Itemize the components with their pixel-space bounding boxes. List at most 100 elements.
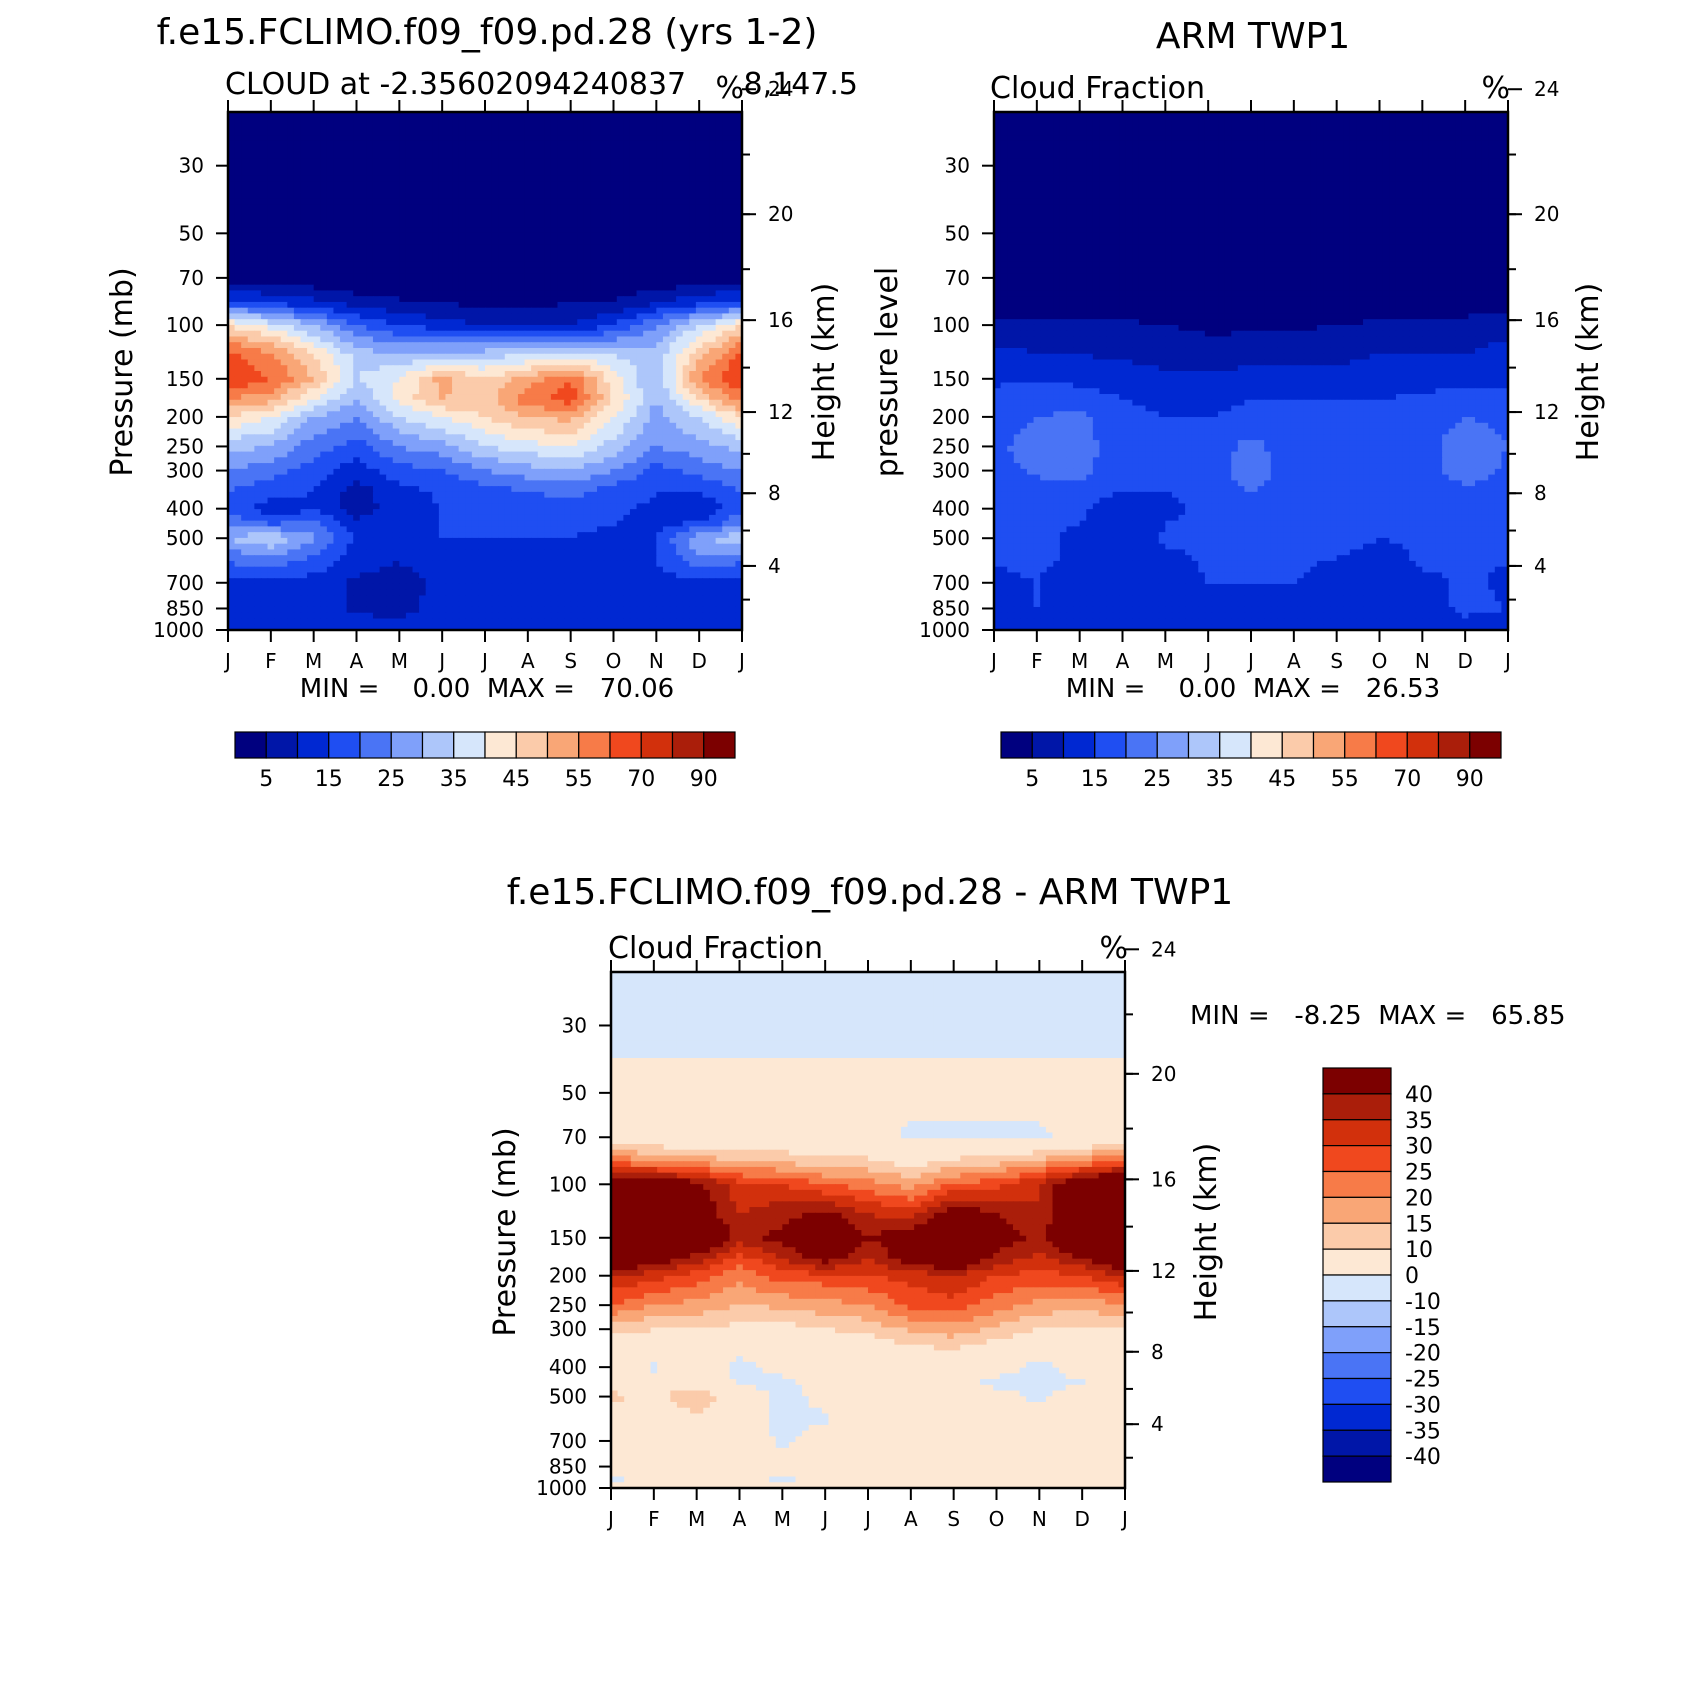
contour-cell	[537, 434, 545, 441]
contour-cell	[458, 112, 466, 119]
contour-cell	[689, 273, 697, 280]
contour-cell	[649, 319, 657, 326]
contour-cell	[425, 434, 433, 441]
contour-cell	[623, 440, 631, 447]
contour-cell	[570, 347, 578, 355]
contour-cell	[603, 123, 611, 130]
contour-cell	[438, 290, 447, 297]
contour-cell	[709, 267, 717, 274]
contour-cell	[346, 382, 354, 389]
contour-cell	[511, 123, 519, 130]
contour-cell	[372, 186, 381, 194]
contour-cell	[669, 112, 677, 119]
contour-cell	[280, 313, 288, 320]
contour-cell	[550, 112, 559, 119]
contour-cell	[247, 359, 255, 366]
contour-cell	[702, 347, 710, 355]
contour-cell	[366, 267, 374, 274]
contour-cell	[557, 140, 565, 148]
contour-cell	[379, 221, 387, 228]
contour-cell	[689, 129, 697, 136]
contour-cell	[669, 394, 677, 401]
contour-cell	[254, 457, 262, 464]
contour-cell	[228, 152, 236, 159]
contour-cell	[491, 319, 499, 326]
contour-cell	[676, 359, 684, 366]
contour-cell	[517, 209, 526, 217]
contour-cell	[643, 152, 651, 159]
contour-cell	[695, 365, 704, 372]
contour-cell	[531, 428, 539, 435]
contour-cell	[577, 324, 585, 332]
contour-cell	[241, 244, 249, 251]
contour-cell	[386, 405, 394, 412]
contour-cell	[254, 255, 262, 263]
contour-cell	[478, 388, 486, 395]
contour-cell	[616, 371, 624, 378]
contour-cell	[353, 158, 361, 165]
contour-cell	[550, 198, 559, 205]
contour-cell	[682, 232, 690, 240]
contour-cell	[537, 319, 545, 326]
contour-cell	[669, 255, 677, 263]
contour-cell	[590, 330, 598, 338]
contour-cell	[234, 192, 242, 199]
contour-cell	[682, 112, 690, 119]
contour-cell	[340, 347, 348, 355]
contour-cell	[564, 250, 572, 257]
contour-cell	[504, 342, 512, 349]
contour-cell	[656, 175, 664, 182]
contour-cell	[550, 405, 559, 412]
contour-cell	[498, 181, 506, 188]
contour-cell	[524, 319, 532, 326]
contour-cell	[564, 163, 572, 171]
contour-cell	[267, 457, 275, 464]
contour-cell	[524, 336, 532, 343]
contour-cell	[372, 117, 381, 125]
contour-cell	[247, 146, 255, 153]
contour-cell	[379, 411, 387, 418]
contour-cell	[399, 324, 407, 332]
contour-cell	[432, 146, 440, 153]
contour-cell	[471, 284, 480, 292]
contour-cell	[590, 181, 598, 188]
contour-cell	[656, 417, 664, 424]
contour-cell	[722, 181, 730, 188]
contour-cell	[682, 181, 690, 188]
contour-cell	[386, 215, 394, 222]
contour-cell	[662, 388, 671, 395]
contour-cell	[485, 468, 493, 476]
contour-cell	[682, 163, 690, 171]
contour-cell	[326, 376, 335, 384]
contour-cell	[405, 129, 414, 136]
contour-cell	[293, 267, 302, 274]
contour-cell	[432, 181, 440, 188]
contour-cell	[353, 186, 361, 194]
contour-cell	[293, 422, 302, 430]
contour-cell	[715, 244, 723, 251]
contour-cell	[550, 117, 559, 125]
contour-cell	[346, 296, 354, 303]
contour-cell	[254, 221, 262, 228]
contour-cell	[583, 422, 592, 430]
contour-cell	[702, 301, 710, 309]
contour-cell	[340, 417, 348, 424]
contour-cell	[405, 399, 414, 407]
contour-cell	[636, 146, 644, 153]
contour-cell	[603, 198, 611, 205]
contour-cell	[438, 422, 447, 430]
contour-cell	[676, 313, 684, 320]
contour-cell	[603, 129, 611, 136]
contour-cell	[241, 440, 249, 447]
contour-cell	[491, 468, 499, 476]
contour-cell	[629, 198, 638, 205]
contour-cell	[735, 440, 742, 447]
contour-cell	[379, 227, 387, 234]
contour-cell	[478, 330, 486, 338]
contour-cell	[504, 169, 512, 176]
contour-cell	[550, 359, 559, 366]
contour-cell	[649, 129, 657, 136]
contour-cell	[399, 209, 407, 217]
contour-cell	[485, 434, 493, 441]
contour-cell	[715, 267, 723, 274]
